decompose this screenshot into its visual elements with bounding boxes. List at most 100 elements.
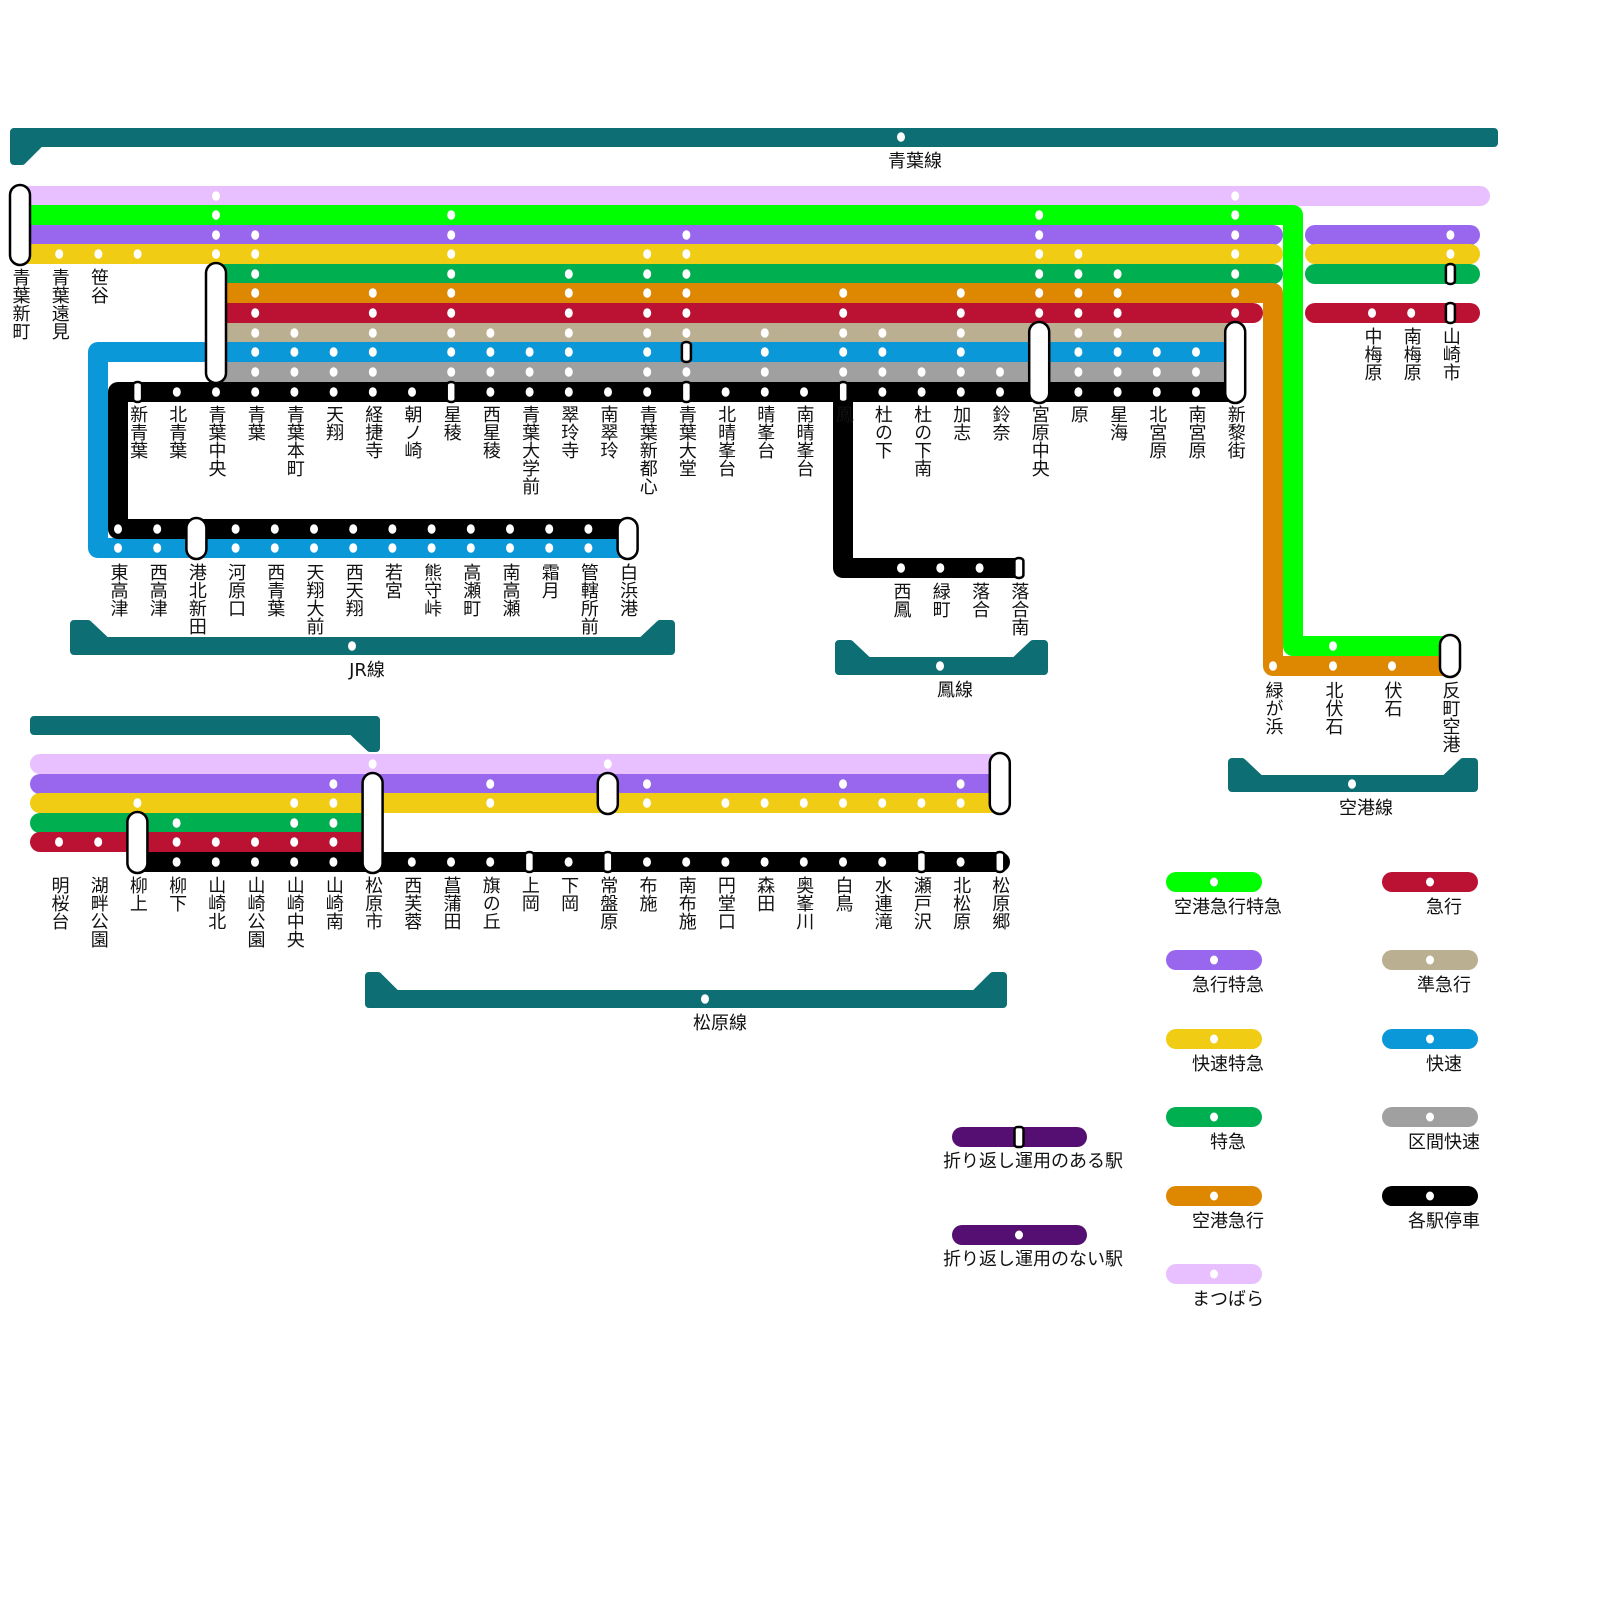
station-label: 上岡 (519, 876, 540, 912)
matsubara-stop-dot (211, 837, 220, 847)
airport-line-bar (1228, 758, 1478, 792)
matsubara-stop-dot (643, 779, 651, 789)
station-label: 落合南 (1008, 582, 1029, 636)
jr-stop-dot (506, 543, 514, 553)
aoba-stop-dot (447, 249, 456, 259)
jr-stop-dot (427, 524, 436, 534)
station-label: 青葉遠見 (49, 268, 70, 340)
aoba-stop-dot (878, 347, 887, 357)
aoba-stop-dot (251, 308, 260, 318)
turnback-station-capsule (616, 516, 639, 561)
aoba-stop-dot (682, 230, 691, 240)
station-label: 瀬戸沢 (911, 876, 932, 930)
aoba-stop-dot (1113, 347, 1122, 357)
matsubara-stop-dot (721, 798, 730, 808)
aoba-stop-dot (1231, 230, 1240, 240)
aoba-stop-dot (525, 387, 534, 397)
legend-dot (1015, 1230, 1023, 1240)
matsubara-stop-dot (172, 818, 181, 828)
turnback-station-tick (994, 850, 1006, 874)
aoba-stop-dot (643, 328, 652, 338)
station-label: 山崎公園 (245, 876, 266, 948)
branch-stop-dot (1446, 249, 1455, 259)
aoba-stop-dot (956, 328, 965, 338)
aoba-stop-dot (996, 367, 1004, 377)
matsubara-stop-dot (956, 857, 965, 867)
matsubara-stop-dot (603, 759, 612, 769)
jr-stop-dot (506, 524, 514, 534)
legend-label-ltd_exp_purple: 急行特急 (1192, 975, 1264, 996)
airport-stop-dot (1269, 661, 1277, 671)
turnback-station-capsule (361, 771, 384, 875)
turnback-station-tick (1013, 556, 1025, 580)
matsubara-stop-dot (251, 857, 259, 867)
aoba-stop-dot (956, 308, 965, 318)
jr-stop-dot (114, 524, 122, 534)
station-label: 高瀬町 (460, 563, 481, 617)
station-label: 松原郷 (989, 876, 1010, 930)
aoba-stop-dot (956, 347, 965, 357)
aoba-stop-dot (1152, 347, 1161, 357)
matsubara-stop-dot (447, 857, 455, 867)
matsubara-stop-dot (407, 857, 416, 867)
legend-dot (1210, 1269, 1218, 1279)
station-label: 反町空港 (1440, 681, 1461, 753)
matsubara-line-bar (365, 972, 1007, 1008)
aoba-stop-dot (1035, 230, 1044, 240)
aoba-stop-dot (447, 328, 456, 338)
aoba-stop-dot (368, 308, 377, 318)
turnback-station-tick (602, 850, 614, 874)
matsubara-stop-dot (486, 857, 495, 867)
station-label: 経捷寺 (362, 405, 383, 459)
matsubara-stop-dot (329, 818, 338, 828)
matsubara-stop-dot (486, 798, 495, 808)
otori-line-bar (835, 640, 1048, 675)
aoba-stop-dot (368, 367, 377, 377)
station-label: 翠玲寺 (558, 405, 579, 459)
matsubara-stop-dot (329, 779, 338, 789)
aoba-stop-dot (525, 347, 534, 357)
station-label: 明桜台 (49, 876, 70, 930)
aoba-stop-dot (1231, 308, 1240, 318)
station-label: 山崎中央 (284, 876, 305, 948)
turnback-station-tick (1013, 1125, 1025, 1149)
matsubara-stop-dot (839, 779, 847, 789)
legend-dot (1426, 1191, 1434, 1201)
aoba-stop-dot (1113, 269, 1122, 279)
aoba-stop-dot (760, 328, 769, 338)
airport-stop-dot (1329, 661, 1337, 671)
station-label: 新青葉 (127, 405, 148, 459)
legend-dot (1210, 877, 1218, 887)
aoba-stop-dot (1113, 308, 1122, 318)
aoba-stop-dot (564, 387, 573, 397)
aoba-stop-dot (94, 249, 103, 259)
station-label: 青葉中央 (206, 405, 227, 477)
jr-stop-dot (310, 543, 318, 553)
station-label: 北伏石 (1323, 681, 1344, 735)
station-label: 西青葉 (264, 563, 285, 617)
legend-label-express: 急行 (1426, 897, 1462, 918)
aoba-stop-dot (1035, 308, 1044, 318)
aoba-stop-dot (800, 387, 808, 397)
station-label: 山崎南 (323, 876, 344, 930)
jr-stop-dot (388, 543, 397, 553)
station-label: 水連滝 (872, 876, 893, 930)
station-label: 下岡 (558, 876, 579, 912)
aoba-stop-dot (1231, 210, 1240, 220)
aoba-stop-dot (1231, 269, 1240, 279)
turnback-station-tick (131, 380, 144, 404)
legend-dot (1426, 1112, 1434, 1122)
aoba-stop-dot (368, 387, 377, 397)
track-rapid (88, 342, 1234, 558)
matsubara-stop-dot (878, 798, 887, 808)
jr-stop-dot (349, 524, 358, 534)
aoba-stop-dot (172, 387, 181, 397)
aoba-stop-dot (564, 308, 573, 318)
aoba-stop-dot (1074, 288, 1083, 298)
matsubara-stop-dot (133, 798, 142, 808)
aoba-stop-dot (643, 387, 652, 397)
aoba-stop-dot (486, 387, 495, 397)
matsubara-stop-dot (799, 798, 808, 808)
station-label: 港北新田 (186, 563, 207, 635)
aoba-stop-dot (486, 367, 495, 377)
